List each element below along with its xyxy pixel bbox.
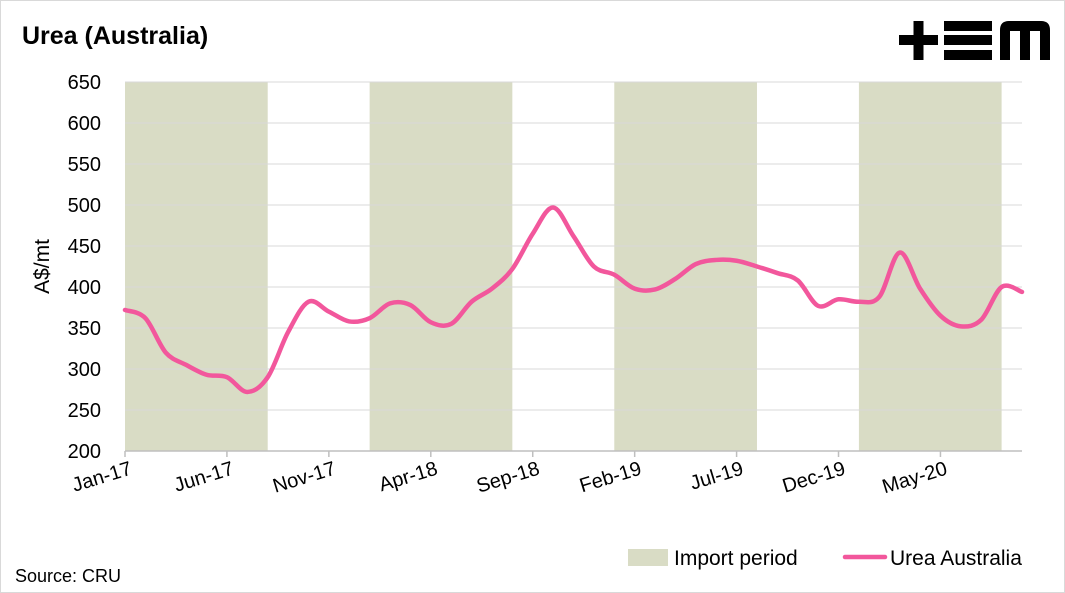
- y-tick-label: 300: [68, 359, 101, 381]
- x-tick-label: Feb-19: [577, 458, 644, 498]
- y-tick-label: 250: [68, 400, 101, 422]
- legend-label-urea-australia: Urea Australia: [890, 547, 1022, 570]
- x-tick-label: Jan-17: [70, 458, 135, 497]
- y-tick-label: 650: [68, 72, 101, 94]
- x-tick-label: Jun-17: [171, 458, 236, 497]
- y-tick-label: 500: [68, 195, 101, 217]
- y-tick-label: 600: [68, 113, 101, 135]
- series-line-urea-australia: [122, 205, 1025, 395]
- import-period-band: [614, 82, 757, 451]
- x-tick-label: Dec-19: [780, 458, 848, 498]
- import-period-band: [858, 82, 1002, 451]
- import-period-band: [369, 82, 513, 451]
- y-axis-label: A$/mt: [31, 239, 54, 294]
- x-tick-label: Jul-19: [688, 458, 747, 495]
- x-tick-label: Nov-17: [270, 458, 338, 498]
- y-tick-label: 350: [68, 318, 101, 340]
- y-tick-label: 400: [68, 277, 101, 299]
- legend-swatch-import-period: [628, 549, 668, 566]
- x-tick-label: Apr-18: [376, 458, 440, 497]
- chart-title: Urea (Australia): [22, 22, 209, 50]
- source-note: Source: CRU: [15, 566, 122, 586]
- legend-label-import-period: Import period: [674, 547, 798, 570]
- x-tick-label: Sep-18: [474, 458, 542, 498]
- y-tick-label: 450: [68, 236, 101, 258]
- y-tick-label: 550: [68, 154, 101, 176]
- y-tick-label: 200: [68, 441, 101, 463]
- logo-icon: [899, 21, 1050, 60]
- import-period-band: [125, 82, 268, 451]
- x-tick-label: May-20: [880, 458, 950, 499]
